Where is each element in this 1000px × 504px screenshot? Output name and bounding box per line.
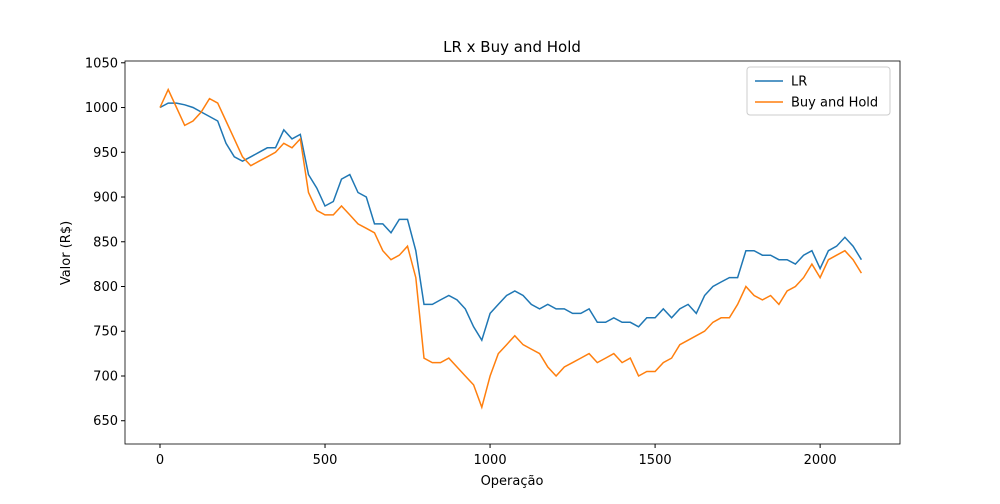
- x-tick-label: 0: [156, 453, 164, 468]
- line-series: [159, 87, 863, 410]
- y-tick-label: 650: [93, 414, 118, 429]
- x-tick-label: 500: [313, 453, 338, 468]
- legend-box: [746, 66, 891, 116]
- y-tick-label: 850: [93, 235, 118, 250]
- x-axis-label: Operação: [481, 474, 544, 489]
- y-tick-label: 950: [93, 146, 118, 161]
- x-tick-label: 2000: [804, 453, 837, 468]
- legend-label: LR: [791, 75, 807, 90]
- line-series: [159, 102, 863, 343]
- y-tick-label: 750: [93, 325, 118, 340]
- legend-label: Buy and Hold: [791, 96, 878, 111]
- y-tick-label: 1050: [85, 56, 118, 71]
- y-axis-label: Valor (R$): [59, 221, 74, 285]
- x-tick-label: 1000: [474, 453, 507, 468]
- y-tick-label: 900: [93, 191, 118, 206]
- x-tick-label: 1500: [639, 453, 672, 468]
- y-tick-label: 800: [93, 280, 118, 295]
- y-tick-label: 1000: [85, 101, 118, 116]
- y-tick-label: 700: [93, 369, 118, 384]
- chart-title: LR x Buy and Hold: [443, 38, 581, 56]
- plot-frame: [124, 60, 901, 445]
